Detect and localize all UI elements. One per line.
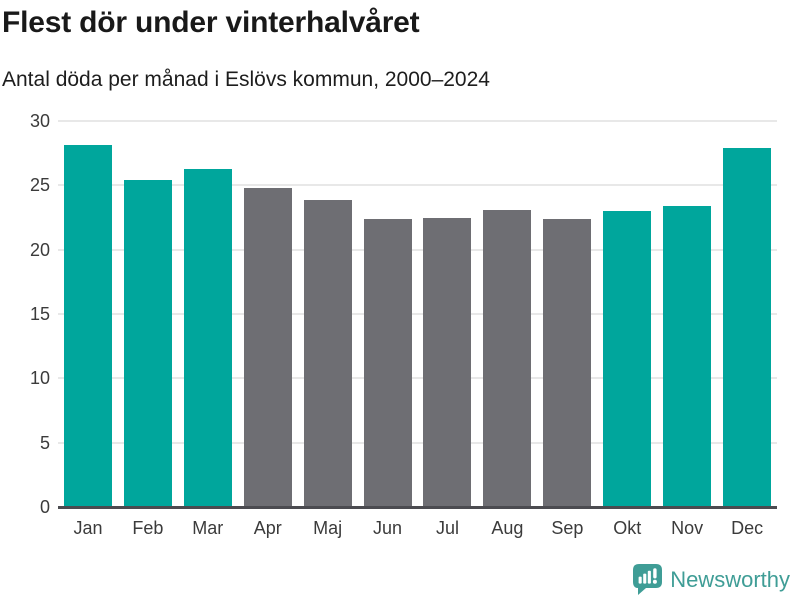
bar-slot-dec <box>717 121 777 507</box>
y-tick-label-30: 30 <box>29 111 50 131</box>
x-tick-label-feb: Feb <box>132 518 164 538</box>
y-tick-label-20: 20 <box>29 239 50 260</box>
bar-aug <box>483 209 532 507</box>
gridline-20 <box>58 248 777 251</box>
bar-maj <box>303 199 352 507</box>
bar-slot-jul <box>418 121 478 507</box>
y-tick-label-15: 15 <box>29 304 50 324</box>
newsworthy-logo-icon <box>633 564 663 595</box>
bar-apr <box>243 187 292 507</box>
bar-slot-nov <box>657 121 717 507</box>
bar-okt <box>603 211 652 507</box>
x-tick-label-dec: Dec <box>731 518 764 538</box>
bar-nov <box>663 205 712 507</box>
gridline-30 <box>58 120 777 122</box>
y-tick-label-25: 25 <box>29 175 50 196</box>
y-axis-labels: 0 5 10 15 20 25 30 <box>0 112 50 516</box>
x-tick-label-sep: Sep <box>551 518 584 538</box>
brand-wordmark: Newsworthy <box>670 566 790 592</box>
bar-series <box>58 121 777 507</box>
gridline-25 <box>58 184 777 187</box>
bar-feb <box>123 180 172 507</box>
bar-slot-mar <box>178 121 238 507</box>
bar-slot-jan <box>58 121 118 507</box>
x-axis-labels: Jan Feb Mar Apr Maj Jun Jul Aug Sep Okt Nov Dec <box>58 518 777 539</box>
x-axis-line <box>58 506 777 509</box>
bar-jun <box>363 218 412 507</box>
newsworthy-brand: Newsworthy <box>632 563 790 596</box>
bar-slot-aug <box>477 121 537 507</box>
gridline-5 <box>58 441 777 444</box>
gridline-15 <box>58 313 777 315</box>
bar-slot-feb <box>118 121 178 507</box>
y-tick-label-10: 10 <box>29 368 50 389</box>
x-tick-label-okt: Okt <box>613 518 642 538</box>
x-tick-label-apr: Apr <box>253 518 282 538</box>
plot-area <box>58 120 777 509</box>
x-tick-label-aug: Aug <box>491 518 524 538</box>
bar-dec <box>723 148 772 507</box>
chart-title: Flest dör under vinterhalvåret <box>2 6 420 39</box>
chart-subtitle: Antal döda per månad i Eslövs kommun, 20… <box>2 68 490 91</box>
bar-slot-maj <box>298 121 358 507</box>
y-tick-label-5: 5 <box>39 432 50 453</box>
bar-jan <box>63 145 112 507</box>
x-tick-label-maj: Maj <box>313 518 343 538</box>
x-tick-label-jul: Jul <box>435 518 459 538</box>
bar-slot-sep <box>537 121 597 507</box>
bar-slot-apr <box>238 121 298 507</box>
gridline-10 <box>58 377 777 380</box>
bar-jul <box>423 217 472 507</box>
x-tick-label-mar: Mar <box>192 518 224 538</box>
y-tick-label-0: 0 <box>39 497 50 517</box>
x-tick-label-nov: Nov <box>671 518 704 538</box>
bar-sep <box>543 218 592 507</box>
bar-slot-okt <box>597 121 657 507</box>
x-tick-label-jan: Jan <box>73 518 103 538</box>
bar-mar <box>183 168 232 507</box>
x-tick-label-jun: Jun <box>373 518 403 538</box>
bar-slot-jun <box>358 121 418 507</box>
